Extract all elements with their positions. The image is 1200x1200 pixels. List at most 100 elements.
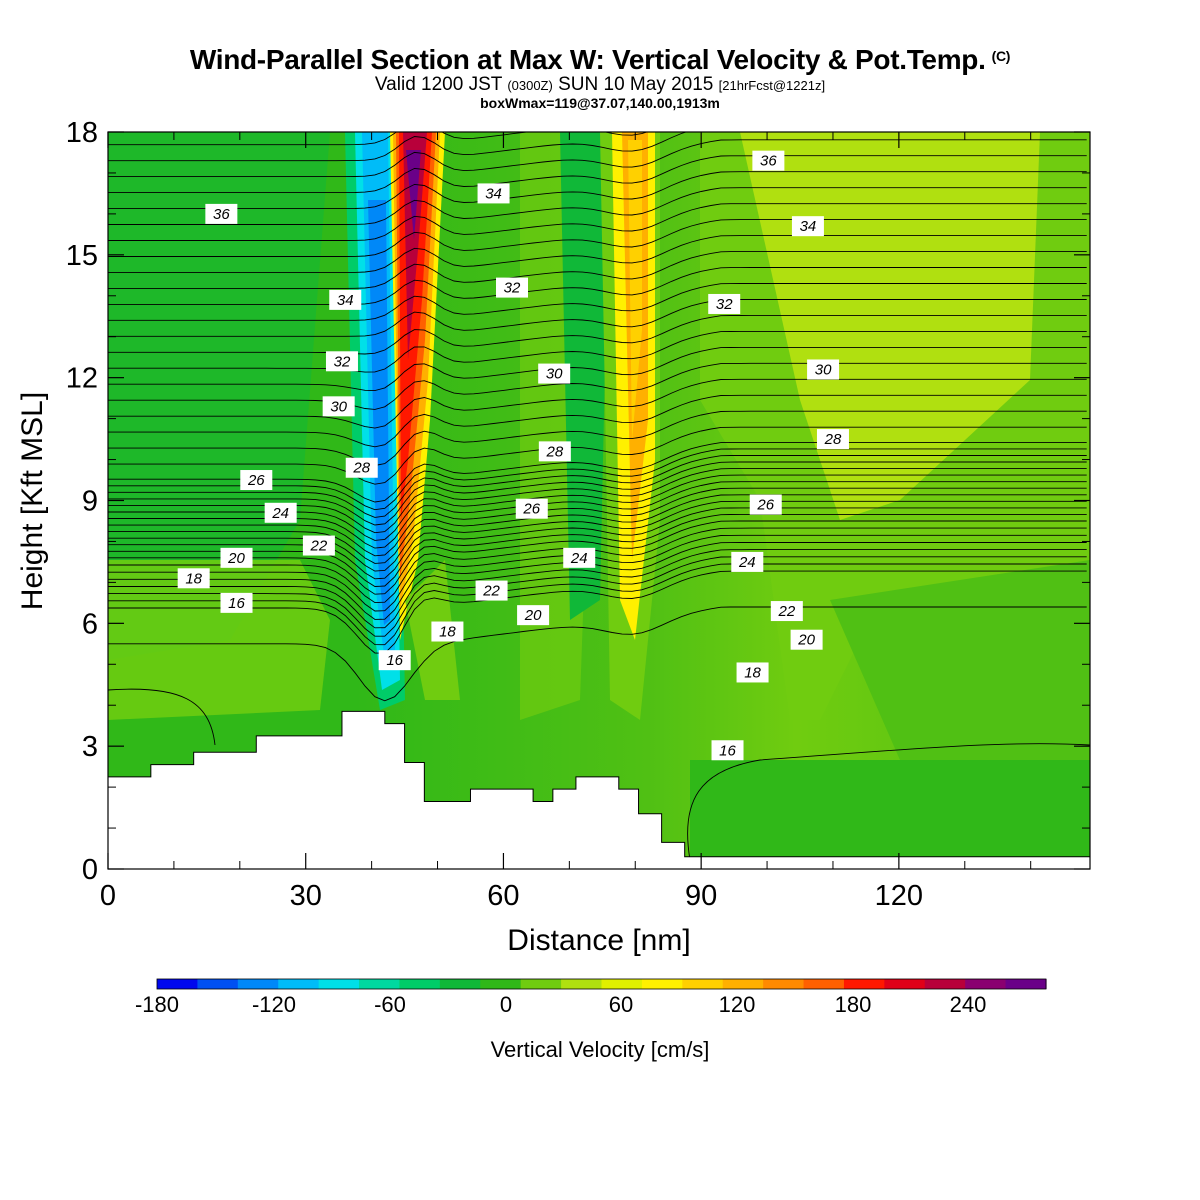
- theta-contour: [108, 570, 1087, 654]
- theta-label: 26: [515, 498, 548, 519]
- theta-label-bg: [517, 605, 550, 626]
- theta-contour: [108, 378, 1087, 429]
- theta-label-bg: [325, 351, 358, 372]
- theta-contour: [108, 171, 1087, 210]
- colorbar-frame: [156, 978, 1047, 990]
- theta-label-bg: [240, 470, 273, 491]
- theta-label-text: 34: [337, 292, 354, 309]
- theta-label-text: 20: [797, 632, 815, 649]
- theta-label-text: 24: [738, 554, 756, 571]
- theta-label-bg: [329, 289, 362, 310]
- copyright-mark: (C): [991, 48, 1011, 64]
- y-tick-label: 0: [82, 854, 98, 886]
- y-axis-label: Height [Kft MSL]: [16, 392, 49, 610]
- theta-label-bg: [708, 293, 741, 314]
- x-tick-label: 60: [487, 880, 519, 912]
- x-tick-label: 120: [875, 880, 923, 912]
- theta-label: 32: [325, 351, 358, 372]
- colorbar-label: Vertical Velocity [cm/s]: [491, 1037, 710, 1062]
- colorbar-swatch: [641, 979, 683, 989]
- theta-label-text: 16: [719, 742, 736, 759]
- theta-label: 34: [329, 289, 362, 310]
- theta-label-text: 30: [815, 361, 832, 378]
- title-text: Wind-Parallel Section at Max W: Vertical…: [189, 44, 986, 75]
- theta-label: 18: [431, 621, 464, 642]
- colorbar-tick-label: 240: [950, 992, 987, 1017]
- theta-label: 20: [790, 629, 823, 650]
- theta-label-text: 28: [824, 431, 842, 448]
- theta-label-bg: [736, 662, 769, 683]
- theta-label: 16: [220, 592, 253, 613]
- theta-contour: [108, 299, 1087, 337]
- colorbar-swatch: [1005, 979, 1047, 989]
- theta-contour: [108, 139, 1087, 178]
- colorbar-swatch: [924, 979, 966, 989]
- theta-contour: [108, 455, 1087, 518]
- theta-label-text: 20: [227, 550, 245, 567]
- theta-contour: [108, 527, 1087, 604]
- theta-contour: [108, 563, 1087, 646]
- colorbar-swatch: [803, 979, 845, 989]
- theta-contour: [108, 494, 1087, 564]
- theta-label-bg: [496, 277, 529, 298]
- theta-label: 34: [477, 183, 510, 204]
- theta-label-text: 32: [504, 280, 521, 297]
- theta-label-text: 26: [756, 497, 774, 514]
- theta-contour: [108, 500, 1087, 572]
- theta-label-bg: [749, 494, 782, 515]
- box-wmax-info: boxWmax=119@37.07,140.00,1913m: [480, 95, 720, 111]
- theta-label: 26: [240, 470, 273, 491]
- theta-label: 24: [264, 502, 297, 523]
- theta-label-bg: [475, 580, 508, 601]
- x-tick-label: 0: [100, 880, 116, 912]
- theta-label-text: 36: [213, 206, 230, 223]
- theta-label-bg: [752, 150, 785, 171]
- theta-label-bg: [807, 359, 840, 380]
- theta-label-text: 22: [777, 603, 795, 620]
- theta-contour: [108, 314, 1087, 355]
- theta-contour: [108, 92, 1087, 129]
- x-axis-label: Distance [nm]: [507, 924, 690, 957]
- theta-label-bg: [220, 547, 253, 568]
- theta-label-bg: [477, 183, 510, 204]
- theta-label: 32: [708, 293, 741, 314]
- theta-label-bg: [322, 396, 355, 417]
- theta-contour: [108, 132, 649, 146]
- theta-contour: [108, 203, 1087, 241]
- chart-title-block: Wind-Parallel Section at Max W: Vertical…: [0, 40, 1200, 111]
- theta-contour: [108, 606, 1087, 702]
- theta-label: 26: [749, 494, 782, 515]
- theta-label-text: 26: [247, 472, 265, 489]
- theta-label-text: 30: [546, 366, 563, 383]
- theta-label: 16: [378, 650, 411, 671]
- theta-label-bg: [177, 568, 210, 589]
- colorbar-swatch: [843, 979, 885, 989]
- theta-label: 24: [731, 551, 764, 572]
- colorbar-swatch: [682, 979, 724, 989]
- colorbar-swatch: [561, 979, 603, 989]
- colorbar-swatch: [399, 979, 441, 989]
- colorbar-tick-label: 120: [719, 992, 756, 1017]
- theta-contour: [108, 410, 1087, 466]
- theta-contour: [108, 132, 688, 162]
- theta-label-bg: [431, 621, 464, 642]
- theta-label: 34: [791, 216, 824, 237]
- theta-label-text: 32: [716, 296, 733, 313]
- theta-label-text: 20: [524, 607, 542, 624]
- theta-label-text: 24: [570, 550, 588, 567]
- theta-contour: [108, 461, 1087, 526]
- theta-label: 36: [752, 150, 785, 171]
- theta-label-text: 34: [800, 218, 817, 235]
- colorbar-swatch: [722, 979, 764, 989]
- theta-contour: [108, 219, 1087, 257]
- theta-contour-lines: [108, 92, 1090, 861]
- theta-label: 30: [322, 396, 355, 417]
- theta-label: 28: [816, 429, 849, 450]
- theta-label-text: 36: [760, 153, 777, 170]
- theta-label-text: 28: [352, 460, 370, 477]
- colorbar-swatch: [237, 979, 279, 989]
- colorbar-swatch: [763, 979, 805, 989]
- theta-label-bg: [711, 740, 744, 761]
